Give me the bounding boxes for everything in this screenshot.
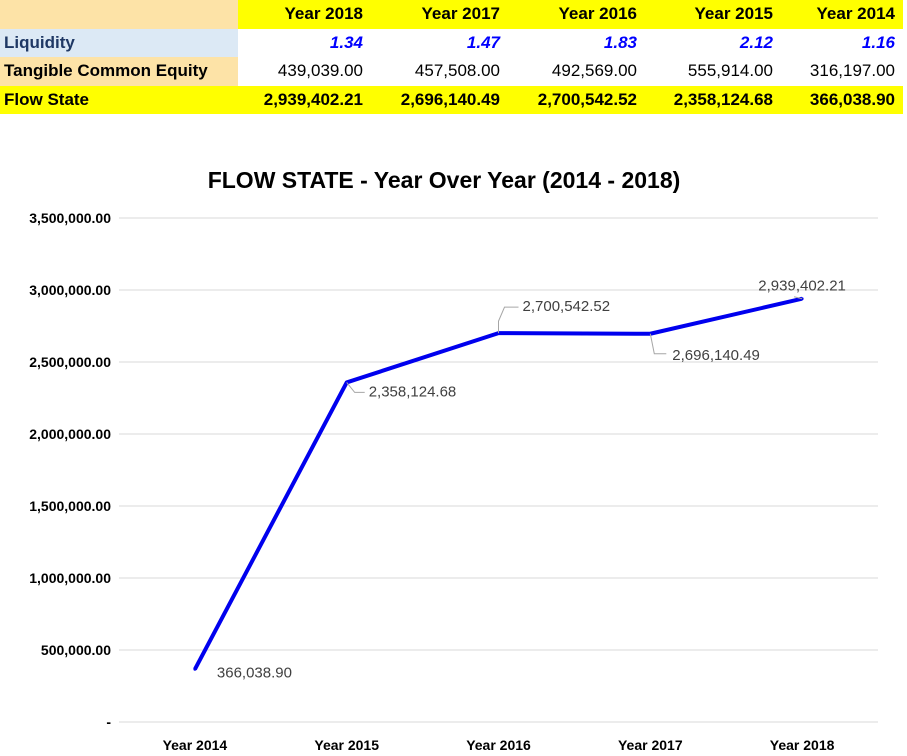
data-label-leader [498,306,519,334]
summary-table: Year 2018 Year 2017 Year 2016 Year 2015 … [0,0,903,114]
header-year-2015: Year 2015 [645,0,781,29]
liquidity-2015: 2.12 [739,32,773,52]
series-flow-state [193,296,804,671]
table-row-liquidity: Liquidity 1.34 1.47 1.83 2.12 1.16 [0,28,903,57]
tce-2015: 555,914.00 [687,61,773,81]
table-header-row: Year 2018 Year 2017 Year 2016 Year 2015 … [0,0,903,29]
data-label: 2,939,402.21 [758,278,846,295]
y-tick-label: 3,500,000.00 [29,210,111,226]
y-tick-label: 1,500,000.00 [29,498,111,514]
table-row-flow-state: Flow State 2,939,402.21 2,696,140.49 2,7… [0,85,903,114]
flow-state-2018: 2,939,402.21 [238,85,371,114]
x-tick-label: Year 2017 [618,737,683,753]
tce-2017: 457,508.00 [414,61,500,81]
flow-state-2017: 2,696,140.49 [371,85,508,114]
gridlines [119,217,878,723]
y-tick-label: 500,000.00 [41,642,111,658]
data-label: 2,696,140.49 [672,347,760,364]
flow-state-2014: 366,038.90 [781,85,903,114]
data-label-leader [793,296,803,300]
data-label: 366,038.90 [217,664,292,681]
data-labels: 366,038.90 2,358,124.68 2,700,542.52 2,696,… [217,278,846,682]
liquidity-2016: 1.83 [603,32,637,52]
y-tick-label: 2,500,000.00 [29,354,111,370]
x-tick-label: Year 2016 [466,737,531,753]
flow-state-2015: 2,358,124.68 [645,85,781,114]
y-tick-label: 3,000,000.00 [29,282,111,298]
data-label-leader [346,382,365,393]
row-label-flow-state: Flow State [0,85,238,114]
header-year-2016: Year 2016 [508,0,645,29]
data-label: 2,358,124.68 [369,383,457,400]
liquidity-2018: 1.34 [329,32,363,52]
y-axis-ticks: - 500,000.00 1,000,000.00 1,500,000.00 2,000… [29,210,111,730]
header-year-2017: Year 2017 [371,0,508,29]
liquidity-2014: 1.16 [861,32,895,52]
header-year-2014: Year 2014 [781,0,903,29]
x-axis-ticks: Year 2014 Year 2015 Year 2016 Year 2017 Year… [163,737,835,753]
flow-state-2016: 2,700,542.52 [508,85,645,114]
data-point [497,331,500,335]
x-tick-label: Year 2014 [163,737,228,753]
row-label-tangible-common-equity: Tangible Common Equity [0,57,238,86]
y-tick-label: 2,000,000.00 [29,426,111,442]
chart-title: FLOW STATE - Year Over Year (2014 - 2018… [208,167,681,193]
data-label-leader [649,333,667,355]
tce-2014: 316,197.00 [809,61,895,81]
table-row-tangible-common-equity: Tangible Common Equity 439,039.00 457,50… [0,57,903,86]
tce-2018: 439,039.00 [277,61,363,81]
liquidity-2017: 1.47 [466,32,500,52]
flow-state-line-chart: FLOW STATE - Year Over Year (2014 - 2018… [29,167,878,753]
y-tick-label: - [106,714,111,730]
x-tick-label: Year 2015 [314,737,379,753]
header-year-2018: Year 2018 [238,0,371,29]
row-label-liquidity: Liquidity [0,28,238,57]
corner-cell [0,0,238,29]
x-tick-label: Year 2018 [770,737,835,753]
tce-2016: 492,569.00 [551,61,637,81]
y-tick-label: 1,000,000.00 [29,570,111,586]
data-point [193,667,197,671]
data-label: 2,700,542.52 [523,298,611,315]
